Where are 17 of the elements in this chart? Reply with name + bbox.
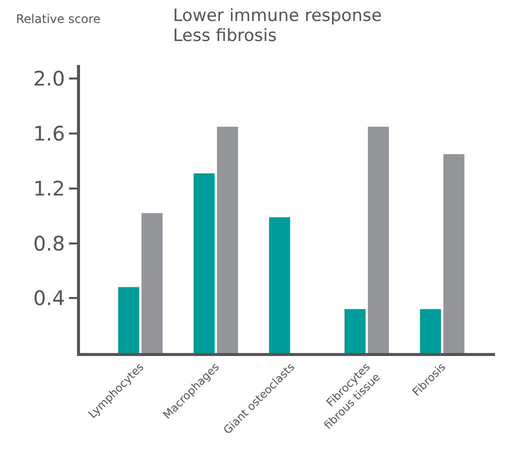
bar xyxy=(344,309,366,353)
bar xyxy=(420,309,442,353)
bar xyxy=(194,173,215,353)
bar xyxy=(443,154,464,353)
bar xyxy=(142,213,163,353)
bar xyxy=(368,126,389,353)
y-tick-label: 1.6 xyxy=(33,122,65,146)
y-tick-label: 0.4 xyxy=(33,286,65,310)
y-tick-label: 2.0 xyxy=(33,66,65,91)
bar xyxy=(216,126,238,353)
y-tick-label: 0.8 xyxy=(33,231,65,256)
y-tick-label: 1.2 xyxy=(33,176,65,200)
chart-title: Lower immune response xyxy=(173,6,382,26)
bar xyxy=(118,287,140,353)
bar xyxy=(269,217,290,353)
chart-subtitle: Less fibrosis xyxy=(173,26,277,46)
y-axis-title: Relative score xyxy=(16,12,100,26)
